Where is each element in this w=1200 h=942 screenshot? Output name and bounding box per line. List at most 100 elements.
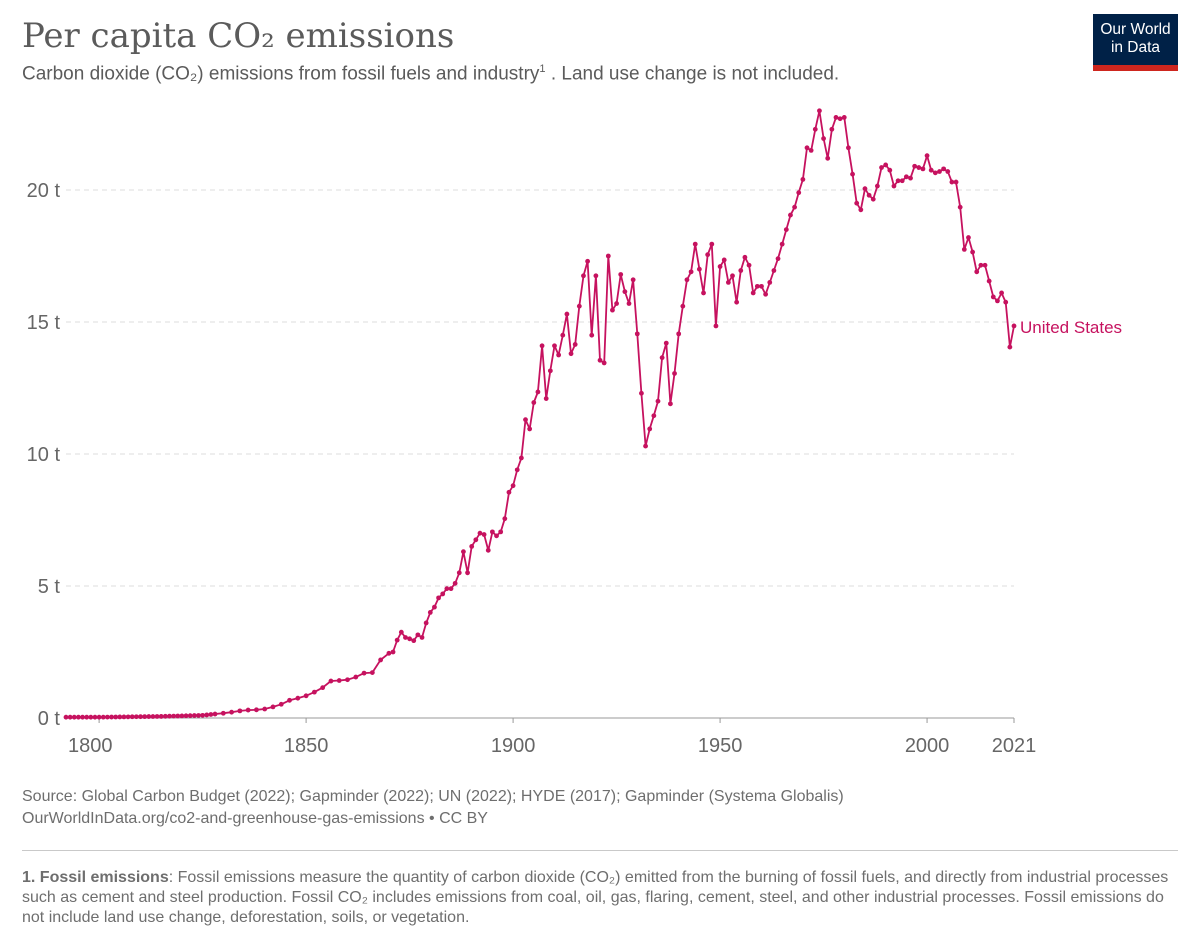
data-point — [978, 262, 984, 268]
data-point — [552, 343, 557, 349]
data-point — [680, 303, 686, 309]
data-point — [531, 400, 537, 405]
data-point — [734, 299, 740, 305]
data-point — [957, 204, 963, 210]
data-point — [709, 241, 715, 247]
data-point — [705, 252, 711, 258]
data-point — [655, 398, 661, 404]
source-url[interactable]: OurWorldInData.org/co2-and-greenhouse-ga… — [22, 810, 488, 827]
data-point — [320, 685, 326, 691]
data-point — [895, 178, 901, 184]
data-point — [518, 455, 524, 461]
data-point — [245, 707, 251, 713]
data-point — [696, 266, 702, 272]
data-point — [100, 714, 106, 720]
data-point — [721, 257, 727, 263]
data-point — [125, 714, 131, 720]
data-point — [133, 714, 139, 720]
data-point — [237, 708, 243, 714]
data-point — [945, 169, 951, 174]
data-point — [345, 677, 350, 683]
y-tick-label: 0 t — [38, 708, 61, 730]
subtitle-tail: . Land use change is not included. — [545, 63, 840, 85]
data-point — [411, 638, 417, 644]
data-point — [792, 204, 797, 210]
data-point — [543, 396, 549, 401]
data-point — [494, 533, 499, 539]
data-point — [841, 115, 847, 120]
data-point — [448, 586, 454, 592]
data-point — [560, 332, 566, 338]
data-point — [924, 153, 930, 159]
data-point — [419, 635, 425, 640]
data-point — [763, 291, 769, 297]
data-point — [974, 269, 980, 275]
data-point — [982, 262, 988, 268]
data-point — [912, 163, 918, 169]
data-point — [67, 714, 73, 720]
data-point — [672, 371, 677, 376]
footnote-text: : Fossil emissions measure the quantity … — [22, 869, 1169, 926]
data-point — [825, 155, 831, 161]
data-point — [891, 183, 897, 189]
data-point — [788, 212, 793, 218]
data-point — [953, 179, 959, 185]
data-point — [436, 595, 441, 601]
data-point — [746, 262, 752, 268]
source-note: Source: Global Carbon Budget (2022); Gap… — [22, 786, 844, 830]
data-point — [423, 620, 429, 626]
data-point — [903, 174, 909, 180]
data-point — [452, 580, 458, 586]
footnote: 1. Fossil emissions: Fossil emissions me… — [22, 868, 1178, 928]
chart-title: Per capita CO₂ emissions — [22, 16, 455, 56]
data-point — [183, 713, 189, 719]
data-point — [651, 413, 657, 419]
data-point — [775, 256, 781, 262]
data-point — [688, 269, 694, 275]
data-point — [158, 714, 164, 719]
y-tick-label: 5 t — [38, 576, 61, 598]
data-point — [937, 169, 942, 174]
data-point — [1011, 323, 1017, 329]
data-point — [564, 311, 570, 317]
data-point — [502, 516, 508, 522]
data-point — [212, 711, 218, 717]
data-point — [303, 693, 309, 699]
data-point — [485, 547, 491, 553]
data-point — [701, 290, 706, 296]
data-point — [941, 166, 947, 172]
data-point — [874, 183, 880, 189]
data-point — [850, 171, 855, 177]
data-point — [311, 689, 317, 695]
data-point — [676, 331, 682, 337]
data-point — [146, 714, 152, 719]
data-point — [444, 586, 450, 592]
data-point — [932, 170, 938, 176]
data-point — [287, 697, 292, 703]
data-point — [812, 126, 818, 132]
data-point — [523, 417, 528, 423]
data-point — [142, 714, 148, 720]
data-point — [883, 162, 889, 168]
footnote-ref[interactable]: 1 — [539, 63, 546, 75]
data-point — [229, 709, 234, 715]
data-point — [961, 247, 967, 252]
data-point — [829, 126, 835, 132]
y-axis: 0 t 5 t 10 t 15 t 20 t — [27, 180, 61, 730]
data-point — [692, 241, 698, 247]
data-point — [610, 307, 615, 313]
data-point — [498, 529, 504, 535]
data-point — [663, 340, 669, 346]
data-point — [647, 426, 653, 432]
owid-logo[interactable]: Our World in Data — [1093, 14, 1178, 71]
data-point — [104, 714, 110, 720]
data-point — [771, 268, 777, 273]
data-point — [88, 714, 94, 720]
logo-accent-bar — [1093, 65, 1178, 71]
footnote-label: 1. Fossil emissions — [22, 869, 169, 886]
data-point — [162, 713, 168, 719]
data-point — [204, 712, 210, 718]
x-tick-label: 1800 — [68, 735, 113, 757]
data-point — [461, 549, 466, 555]
